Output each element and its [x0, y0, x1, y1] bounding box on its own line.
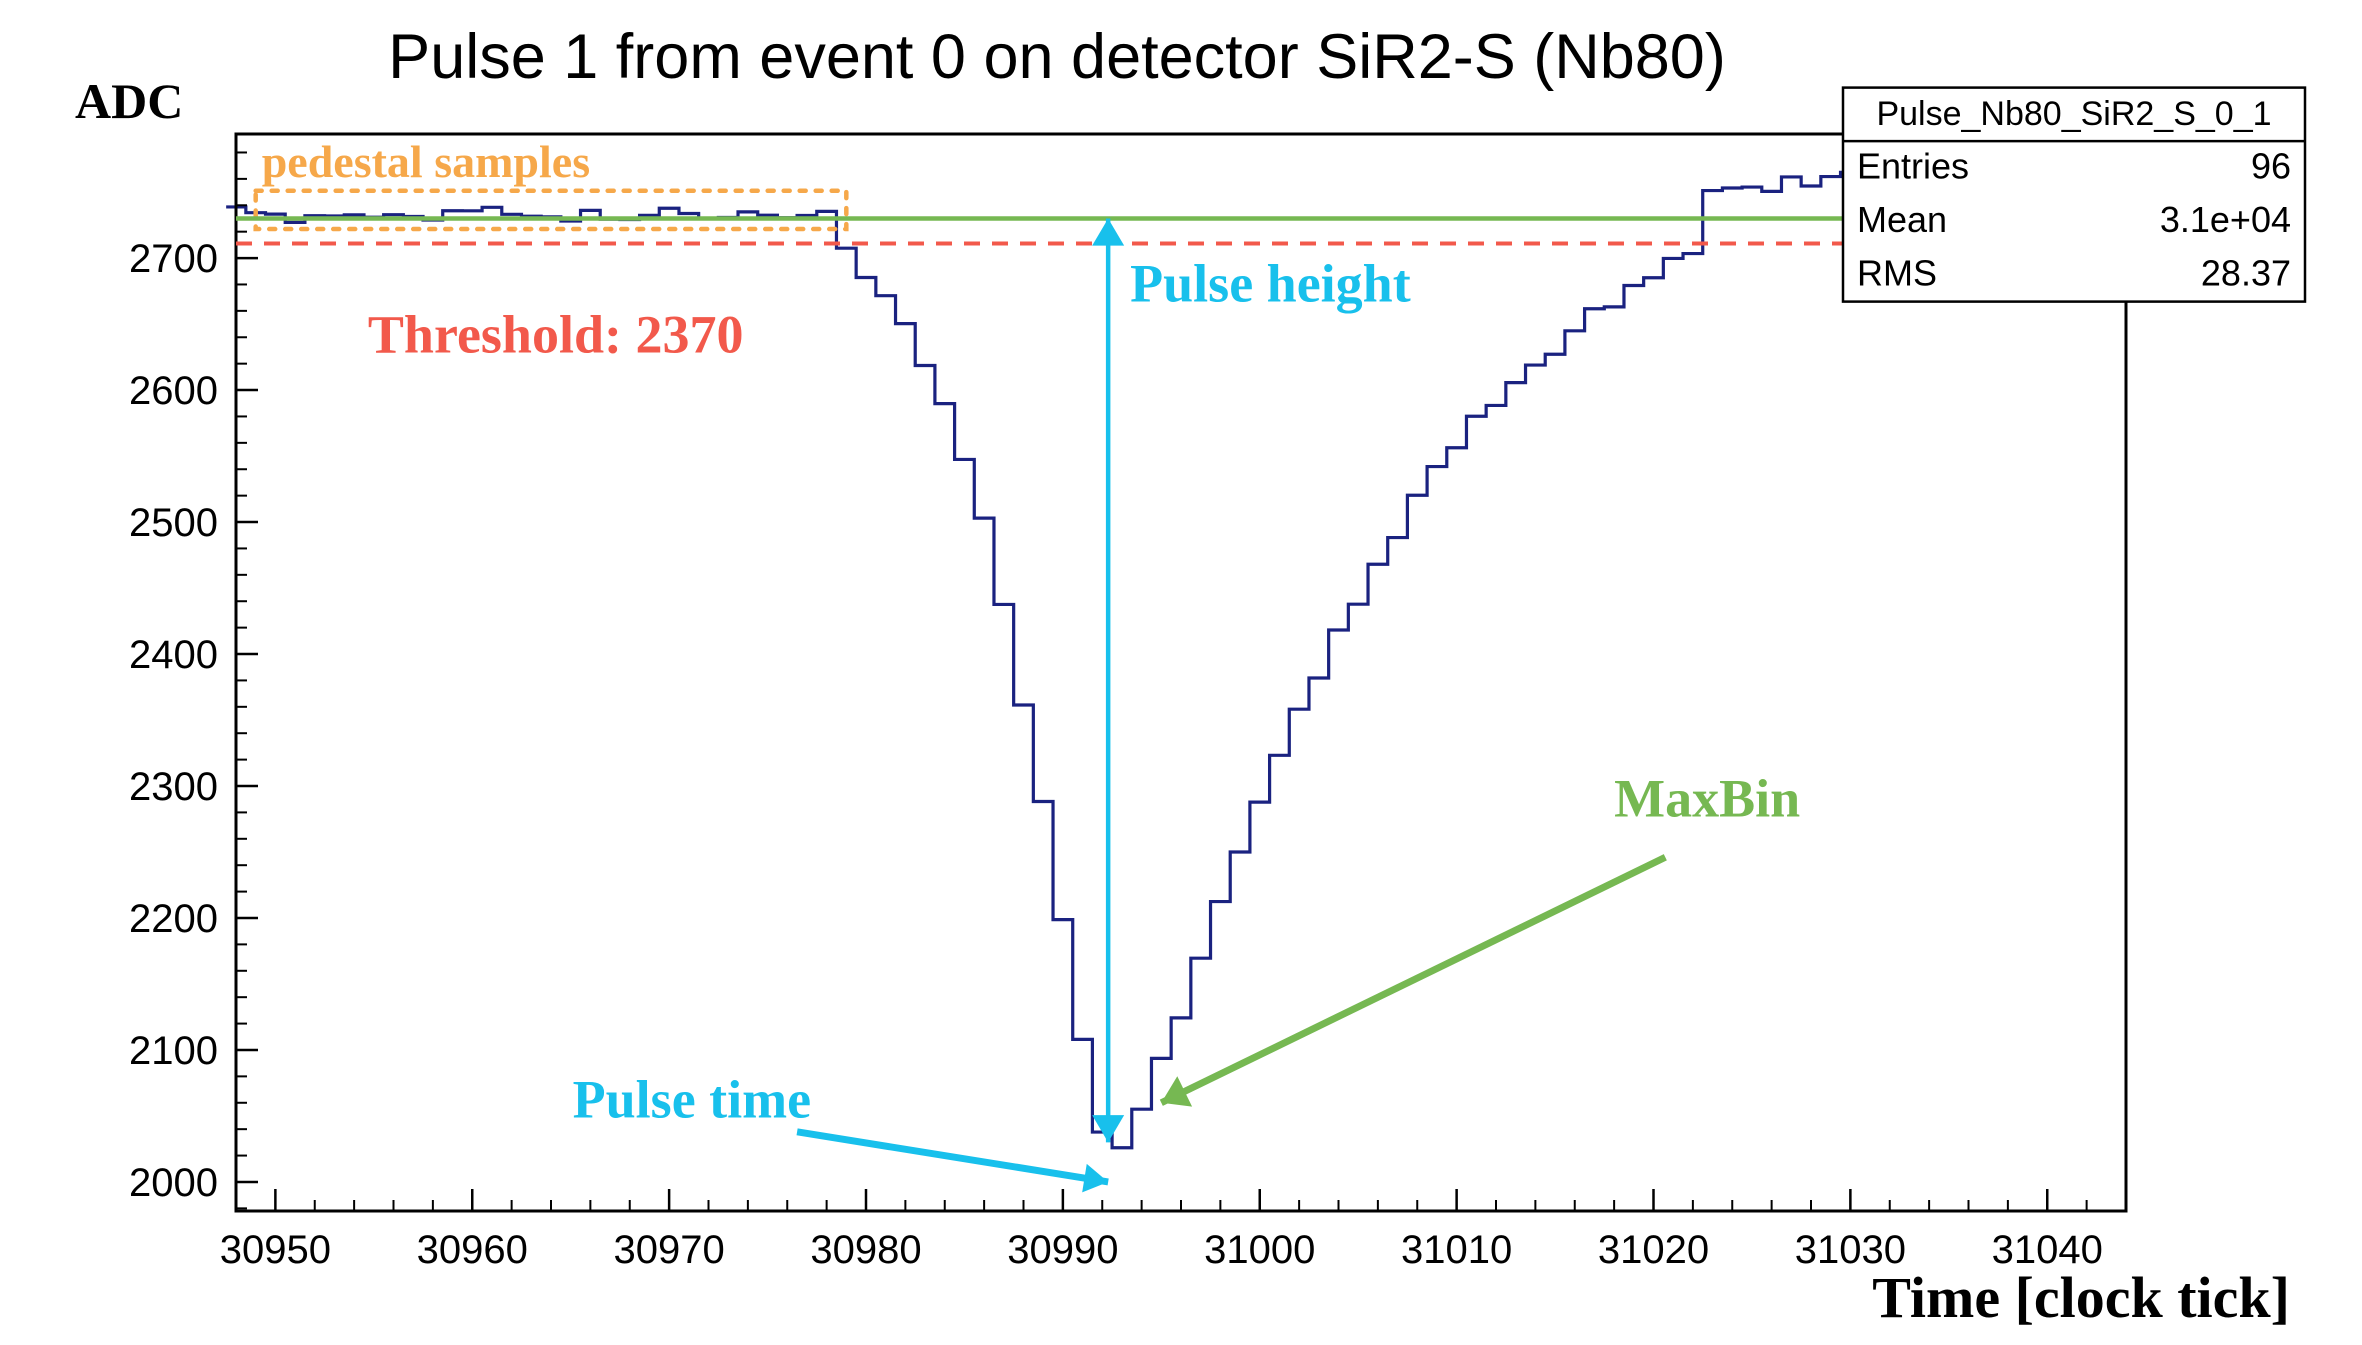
svg-text:Pulse time: Pulse time [573, 1069, 811, 1129]
svg-text:2700: 2700 [129, 237, 218, 281]
svg-text:Pulse height: Pulse height [1130, 254, 1411, 314]
svg-text:96: 96 [2251, 146, 2291, 187]
svg-text:MaxBin: MaxBin [1614, 768, 1800, 828]
svg-text:30950: 30950 [220, 1228, 331, 1272]
svg-text:2200: 2200 [129, 897, 218, 941]
svg-text:30960: 30960 [417, 1228, 528, 1272]
svg-text:2300: 2300 [129, 765, 218, 809]
svg-text:31000: 31000 [1204, 1228, 1315, 1272]
svg-text:2000: 2000 [129, 1161, 218, 1205]
svg-text:Entries: Entries [1857, 146, 1969, 187]
svg-text:2100: 2100 [129, 1029, 218, 1073]
svg-text:3.1e+04: 3.1e+04 [2160, 199, 2291, 240]
svg-text:RMS: RMS [1857, 253, 1937, 294]
svg-text:30970: 30970 [614, 1228, 725, 1272]
svg-text:pedestal samples: pedestal samples [262, 136, 590, 187]
svg-text:Pulse 1 from event 0 on detect: Pulse 1 from event 0 on detector SiR2-S … [388, 22, 1726, 92]
svg-text:31020: 31020 [1598, 1228, 1709, 1272]
svg-text:28.37: 28.37 [2201, 253, 2291, 294]
svg-text:ADC: ADC [75, 73, 183, 129]
svg-text:Threshold: 2370: Threshold: 2370 [368, 304, 744, 364]
svg-text:2600: 2600 [129, 369, 218, 413]
svg-text:Mean: Mean [1857, 199, 1947, 240]
svg-text:Time [clock tick]: Time [clock tick] [1872, 1265, 2290, 1330]
svg-text:31010: 31010 [1401, 1228, 1512, 1272]
svg-text:Pulse_Nb80_SiR2_S_0_1: Pulse_Nb80_SiR2_S_0_1 [1876, 95, 2271, 133]
svg-text:30980: 30980 [810, 1228, 921, 1272]
svg-text:30990: 30990 [1007, 1228, 1118, 1272]
svg-text:2500: 2500 [129, 501, 218, 545]
svg-text:2400: 2400 [129, 633, 218, 677]
